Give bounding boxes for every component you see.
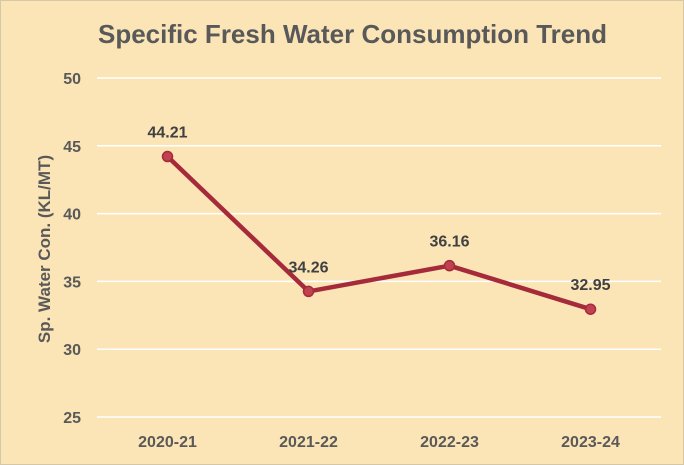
x-tick-label: 2021-22	[279, 434, 338, 451]
data-point	[443, 259, 456, 272]
y-tick-label: 45	[63, 139, 81, 156]
x-tick-label: 2023-24	[561, 434, 620, 451]
data-point	[161, 150, 174, 163]
x-tick-label: 2022-23	[420, 434, 479, 451]
y-tick-label: 40	[63, 207, 81, 224]
series-line	[165, 154, 593, 312]
data-label: 34.26	[288, 259, 328, 276]
x-tick-label: 2020-21	[138, 434, 197, 451]
data-label: 32.95	[570, 277, 610, 294]
y-tick-label: 25	[63, 410, 81, 427]
chart-title: Specific Fresh Water Consumption Trend	[98, 19, 607, 49]
data-label: 36.16	[429, 234, 469, 251]
data-point	[584, 303, 597, 315]
y-tick-label: 50	[63, 71, 81, 88]
data-point	[302, 285, 315, 298]
data-label: 44.21	[147, 125, 187, 142]
y-tick-label: 30	[63, 342, 81, 359]
y-tick-label: 35	[63, 274, 81, 291]
